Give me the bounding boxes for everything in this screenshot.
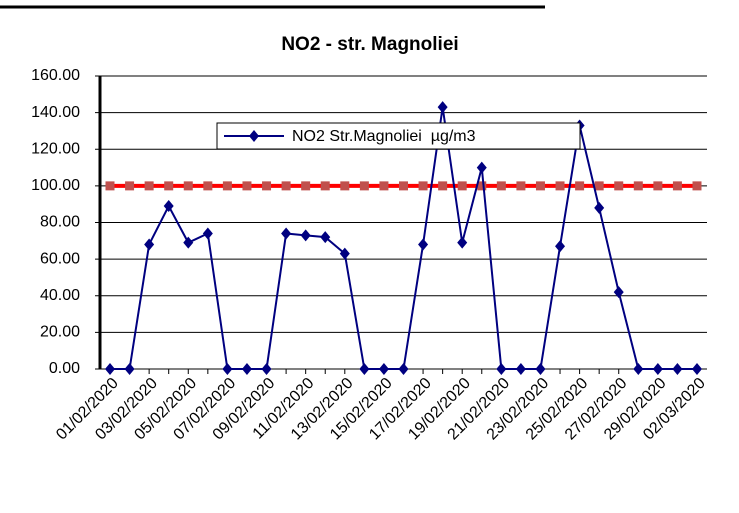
marker: [281, 227, 292, 240]
marker: [203, 181, 213, 191]
marker: [633, 363, 644, 375]
y-tick-label: 0.00: [49, 360, 80, 377]
marker: [476, 161, 487, 174]
marker: [241, 363, 252, 375]
marker: [496, 363, 507, 375]
marker: [555, 181, 565, 191]
marker: [614, 181, 624, 191]
legend-marker: [249, 130, 259, 142]
marker: [261, 363, 272, 375]
marker: [144, 181, 154, 191]
marker: [418, 238, 429, 251]
marker: [222, 363, 233, 375]
marker: [594, 181, 604, 191]
marker: [359, 181, 369, 191]
marker: [692, 363, 702, 375]
marker: [340, 181, 350, 191]
chart-title: NO2 - str. Magnoliei: [281, 34, 458, 55]
marker: [653, 181, 663, 191]
y-tick-label: 80.00: [40, 214, 80, 231]
marker: [457, 236, 468, 249]
marker: [672, 363, 683, 375]
marker: [496, 181, 506, 191]
y-tick-label: 20.00: [40, 324, 80, 341]
marker: [281, 181, 291, 191]
y-tick-label: 140.00: [31, 104, 80, 121]
marker: [320, 181, 330, 191]
y-tick-label: 60.00: [40, 250, 80, 267]
marker: [516, 181, 526, 191]
marker: [457, 181, 467, 191]
marker: [575, 181, 585, 191]
marker: [399, 181, 408, 191]
marker: [222, 181, 232, 191]
marker: [262, 181, 272, 191]
marker: [379, 181, 389, 191]
marker: [437, 101, 448, 114]
marker: [125, 181, 135, 191]
y-tick-label: 40.00: [40, 287, 80, 304]
marker: [515, 363, 526, 375]
marker: [652, 363, 663, 375]
marker: [202, 227, 213, 240]
marker: [105, 181, 115, 191]
marker: [183, 236, 194, 249]
marker: [438, 181, 448, 191]
marker: [183, 181, 193, 191]
marker: [613, 286, 624, 299]
marker: [320, 231, 331, 244]
marker: [477, 181, 487, 191]
marker: [359, 363, 370, 375]
y-tick-label: 160.00: [31, 67, 80, 84]
marker: [378, 363, 389, 375]
marker: [594, 201, 605, 214]
marker: [242, 181, 252, 191]
y-tick-label: 100.00: [31, 177, 80, 194]
marker: [163, 200, 174, 213]
marker: [105, 363, 115, 375]
marker: [672, 181, 682, 191]
marker: [339, 247, 350, 260]
marker: [535, 363, 546, 375]
marker: [692, 181, 702, 191]
marker: [300, 229, 311, 242]
marker: [633, 181, 643, 191]
marker: [164, 181, 174, 191]
marker: [418, 181, 428, 191]
marker: [398, 363, 409, 375]
marker: [144, 238, 155, 251]
marker: [124, 363, 135, 375]
marker: [301, 181, 311, 191]
y-tick-label: 120.00: [31, 140, 80, 157]
marker: [535, 181, 545, 191]
legend-label: NO2 Str.Magnoliei µg/m3: [292, 128, 476, 145]
marker: [555, 240, 566, 253]
